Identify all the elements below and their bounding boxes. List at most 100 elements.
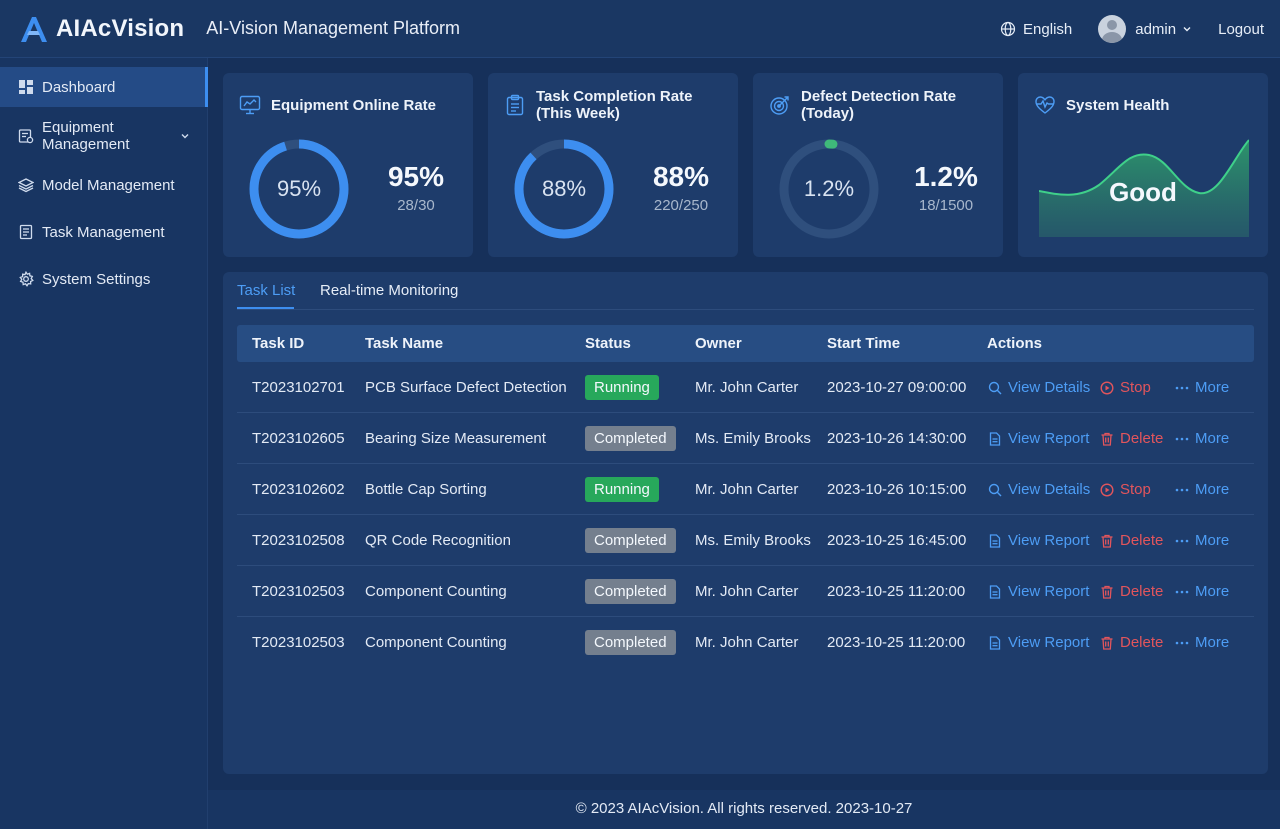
task-id-cell: T2023102701 xyxy=(252,379,345,396)
column-header-status[interactable]: Status xyxy=(585,335,631,352)
more-dots-icon xyxy=(1175,386,1189,389)
more-button[interactable]: More xyxy=(1175,464,1229,515)
task-id-cell: T2023102503 xyxy=(252,634,345,651)
heart-pulse-icon xyxy=(1035,96,1055,114)
more-button[interactable]: More xyxy=(1175,617,1229,668)
more-dots-icon xyxy=(1175,641,1189,644)
table-row[interactable]: T2023102503 Component Counting Completed… xyxy=(237,617,1254,668)
owner-cell: Mr. John Carter xyxy=(695,583,799,600)
action-label: Delete xyxy=(1120,532,1164,549)
username: admin xyxy=(1135,20,1177,38)
top-header: AIAcVision AI-Vision Management Platform… xyxy=(0,0,1280,58)
table-row[interactable]: T2023102503 Component Counting Completed… xyxy=(237,566,1254,617)
sidebar-item-models[interactable]: Model Management xyxy=(0,165,208,205)
owner-cell: Ms. Emily Brooks xyxy=(695,532,811,549)
tab-divider xyxy=(237,309,1254,310)
user-menu[interactable]: admin xyxy=(1098,15,1192,43)
table-row[interactable]: T2023102508 QR Code Recognition Complete… xyxy=(237,515,1254,566)
ring-label: 95% xyxy=(276,176,322,201)
avatar xyxy=(1098,15,1127,43)
view-details-button[interactable]: View Details xyxy=(988,464,1090,515)
action-label: More xyxy=(1195,532,1230,549)
action-label: Stop xyxy=(1120,379,1151,396)
task-completion-count: 220/250 xyxy=(653,197,709,214)
sidebar-item-label: System Settings xyxy=(42,270,151,288)
table-row[interactable]: T2023102602 Bottle Cap Sorting Running M… xyxy=(237,464,1254,515)
stop-button[interactable]: Stop xyxy=(1100,464,1151,515)
logout-link[interactable]: Logout xyxy=(1218,20,1264,38)
action-label: View Report xyxy=(1008,634,1090,651)
trash-icon xyxy=(1101,534,1113,548)
delete-button[interactable]: Delete xyxy=(1100,515,1163,566)
owner-cell: Mr. John Carter xyxy=(695,634,799,651)
status-badge: Completed xyxy=(585,579,676,604)
action-label: Delete xyxy=(1120,583,1164,600)
action-label: View Report xyxy=(1008,430,1090,447)
delete-button[interactable]: Delete xyxy=(1100,566,1163,617)
brand[interactable]: AIAcVision xyxy=(18,14,184,44)
column-header-task-name[interactable]: Task Name xyxy=(365,335,444,352)
ring-label: 88% xyxy=(541,176,587,201)
sidebar-item-tasks[interactable]: Task Management xyxy=(0,212,208,252)
document-icon xyxy=(989,635,1001,650)
equipment-online-card: Equipment Online Rate 95% 95% 28/30 xyxy=(223,73,473,257)
sidebar-item-settings[interactable]: System Settings xyxy=(0,259,208,299)
table-row[interactable]: T2023102701 PCB Surface Defect Detection… xyxy=(237,362,1254,413)
more-button[interactable]: More xyxy=(1175,566,1229,617)
sidebar-item-label: Task Management xyxy=(42,223,165,241)
table-row[interactable]: T2023102605 Bearing Size Measurement Com… xyxy=(237,413,1254,464)
task-name-cell: QR Code Recognition xyxy=(365,532,511,549)
system-health-status: Good xyxy=(1109,177,1177,207)
card-title: Defect Detection Rate (Today) xyxy=(801,88,957,122)
sidebar: Dashboard Equipment Management Model Man… xyxy=(0,58,208,829)
document-icon xyxy=(989,431,1001,446)
task-name-cell: Component Counting xyxy=(365,634,507,651)
status-badge: Running xyxy=(585,375,659,400)
action-label: View Details xyxy=(1008,379,1091,396)
gear-icon xyxy=(18,271,34,287)
language-label: English xyxy=(1023,20,1073,38)
start-time-cell: 2023-10-25 11:20:00 xyxy=(827,634,966,651)
app-title: AI-Vision Management Platform xyxy=(206,18,461,38)
action-label: Stop xyxy=(1120,481,1151,498)
action-label: More xyxy=(1195,634,1230,651)
card-title: Equipment Online Rate xyxy=(271,96,437,114)
sidebar-item-equipment[interactable]: Equipment Management xyxy=(0,115,208,157)
document-icon xyxy=(989,584,1001,599)
task-id-cell: T2023102503 xyxy=(252,583,345,600)
layers-icon xyxy=(18,177,34,193)
view-report-button[interactable]: View Report xyxy=(988,515,1089,566)
search-icon xyxy=(988,483,1002,496)
task-icon xyxy=(18,224,34,240)
equipment-icon xyxy=(18,128,34,144)
start-time-cell: 2023-10-25 11:20:00 xyxy=(827,583,966,600)
delete-button[interactable]: Delete xyxy=(1100,413,1163,464)
owner-cell: Mr. John Carter xyxy=(695,379,799,396)
view-report-button[interactable]: View Report xyxy=(988,413,1089,464)
status-badge: Completed xyxy=(585,630,676,655)
trash-icon xyxy=(1101,585,1113,599)
column-header-start-time[interactable]: Start Time xyxy=(827,335,901,352)
status-badge: Running xyxy=(585,477,659,502)
delete-button[interactable]: Delete xyxy=(1100,617,1163,668)
column-header-task-id[interactable]: Task ID xyxy=(252,335,305,352)
action-label: View Report xyxy=(1008,532,1090,549)
view-report-button[interactable]: View Report xyxy=(988,617,1089,668)
sidebar-item-dashboard[interactable]: Dashboard xyxy=(0,67,208,107)
stop-button[interactable]: Stop xyxy=(1100,362,1151,413)
column-header-owner[interactable]: Owner xyxy=(695,335,742,352)
globe-icon xyxy=(1000,21,1016,37)
more-button[interactable]: More xyxy=(1175,362,1229,413)
tab-task-list[interactable]: Task List xyxy=(237,282,296,299)
view-details-button[interactable]: View Details xyxy=(988,362,1090,413)
more-button[interactable]: More xyxy=(1175,515,1229,566)
start-time-cell: 2023-10-25 16:45:00 xyxy=(827,532,967,549)
completion-ring-gauge xyxy=(514,139,614,239)
defect-ring-gauge xyxy=(779,139,879,239)
tab-realtime-monitoring[interactable]: Real-time Monitoring xyxy=(320,282,459,299)
view-report-button[interactable]: View Report xyxy=(988,566,1089,617)
trash-icon xyxy=(1101,636,1113,650)
more-button[interactable]: More xyxy=(1175,413,1229,464)
equipment-online-count: 28/30 xyxy=(397,197,435,214)
language-selector[interactable]: English xyxy=(1000,21,1072,38)
